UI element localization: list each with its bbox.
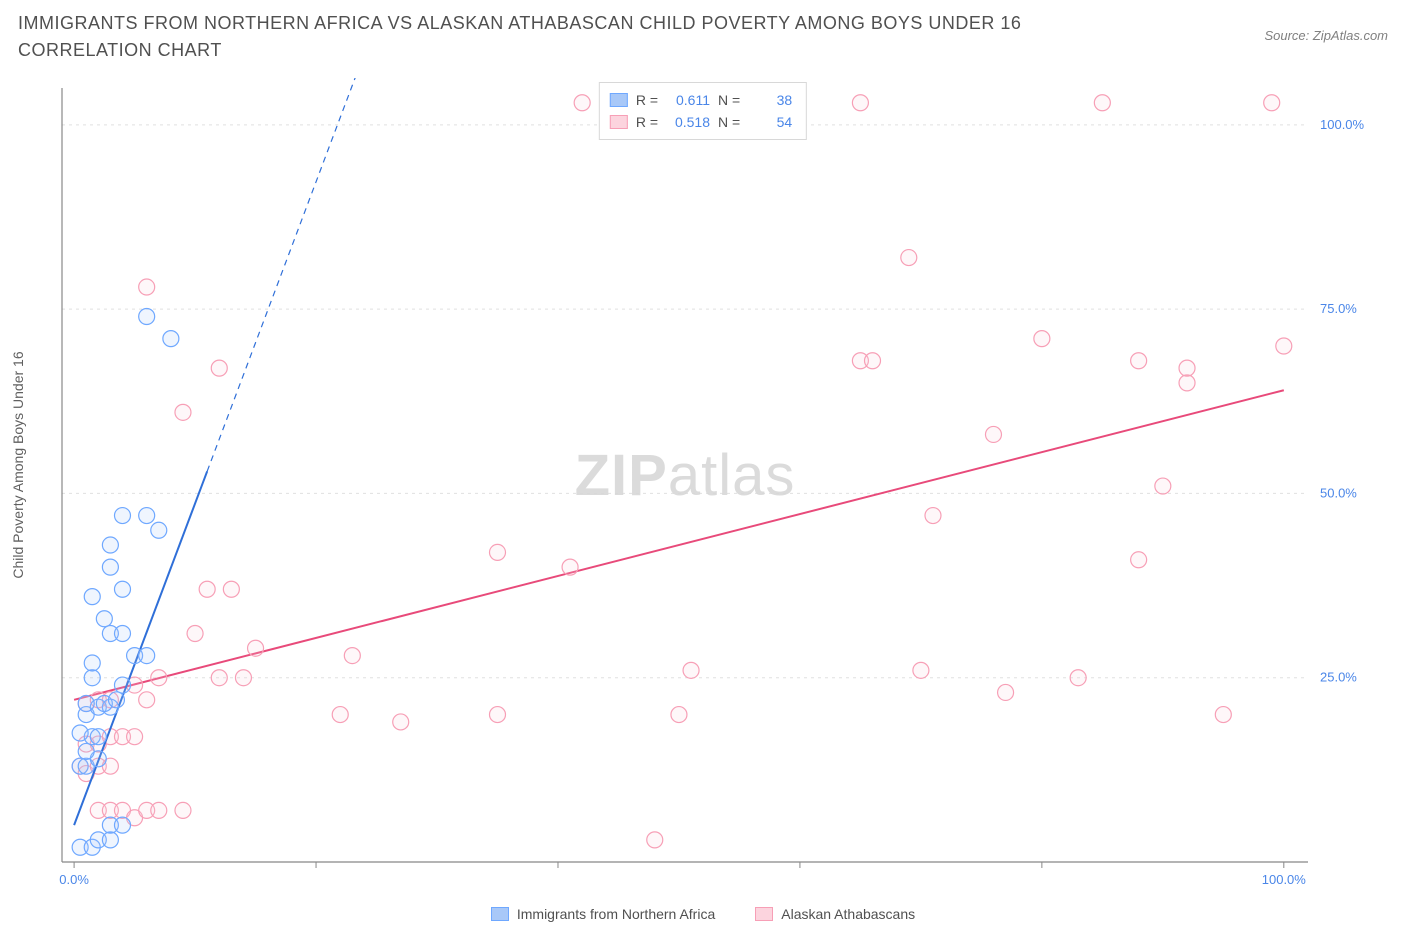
legend-row-s1: R = 0.611 N = 38 xyxy=(610,89,792,111)
svg-text:ZIPatlas: ZIPatlas xyxy=(575,443,796,508)
svg-text:75.0%: 75.0% xyxy=(1320,301,1357,316)
swatch-s1 xyxy=(610,93,628,107)
svg-text:50.0%: 50.0% xyxy=(1320,485,1357,500)
legend-label-s1: Immigrants from Northern Africa xyxy=(517,906,715,922)
series-legend: Immigrants from Northern Africa Alaskan … xyxy=(0,906,1406,922)
r-label-s1: R = xyxy=(636,92,658,108)
swatch-s2 xyxy=(610,115,628,129)
source-label: Source: ZipAtlas.com xyxy=(1264,28,1388,43)
y-axis-label: Child Poverty Among Boys Under 16 xyxy=(10,351,26,578)
n-value-s2: 54 xyxy=(748,114,792,130)
chart-title: IMMIGRANTS FROM NORTHERN AFRICA VS ALASK… xyxy=(18,10,1118,64)
legend-label-s2: Alaskan Athabascans xyxy=(781,906,915,922)
svg-text:0.0%: 0.0% xyxy=(59,872,89,887)
swatch2-s2 xyxy=(755,907,773,921)
chart-container: IMMIGRANTS FROM NORTHERN AFRICA VS ALASK… xyxy=(0,0,1406,930)
r-label-s2: R = xyxy=(636,114,658,130)
r-value-s1: 0.611 xyxy=(666,92,710,108)
legend-row-s2: R = 0.518 N = 54 xyxy=(610,111,792,133)
r-value-s2: 0.518 xyxy=(666,114,710,130)
title-row: IMMIGRANTS FROM NORTHERN AFRICA VS ALASK… xyxy=(18,10,1388,64)
svg-text:100.0%: 100.0% xyxy=(1262,872,1307,887)
plot-svg: 25.0% 50.0% 75.0% 100.0% 0.0% 100.0% ZIPatlas xyxy=(52,78,1388,890)
n-value-s1: 38 xyxy=(748,92,792,108)
correlation-legend: R = 0.611 N = 38 R = 0.518 N = 54 xyxy=(599,82,807,140)
n-label-s2: N = xyxy=(718,114,740,130)
svg-text:25.0%: 25.0% xyxy=(1320,670,1357,685)
plot-area: 25.0% 50.0% 75.0% 100.0% 0.0% 100.0% ZIPatlas xyxy=(52,78,1388,890)
legend-item-s1: Immigrants from Northern Africa xyxy=(491,906,715,922)
swatch2-s1 xyxy=(491,907,509,921)
n-label-s1: N = xyxy=(718,92,740,108)
legend-item-s2: Alaskan Athabascans xyxy=(755,906,915,922)
svg-text:100.0%: 100.0% xyxy=(1320,117,1365,132)
